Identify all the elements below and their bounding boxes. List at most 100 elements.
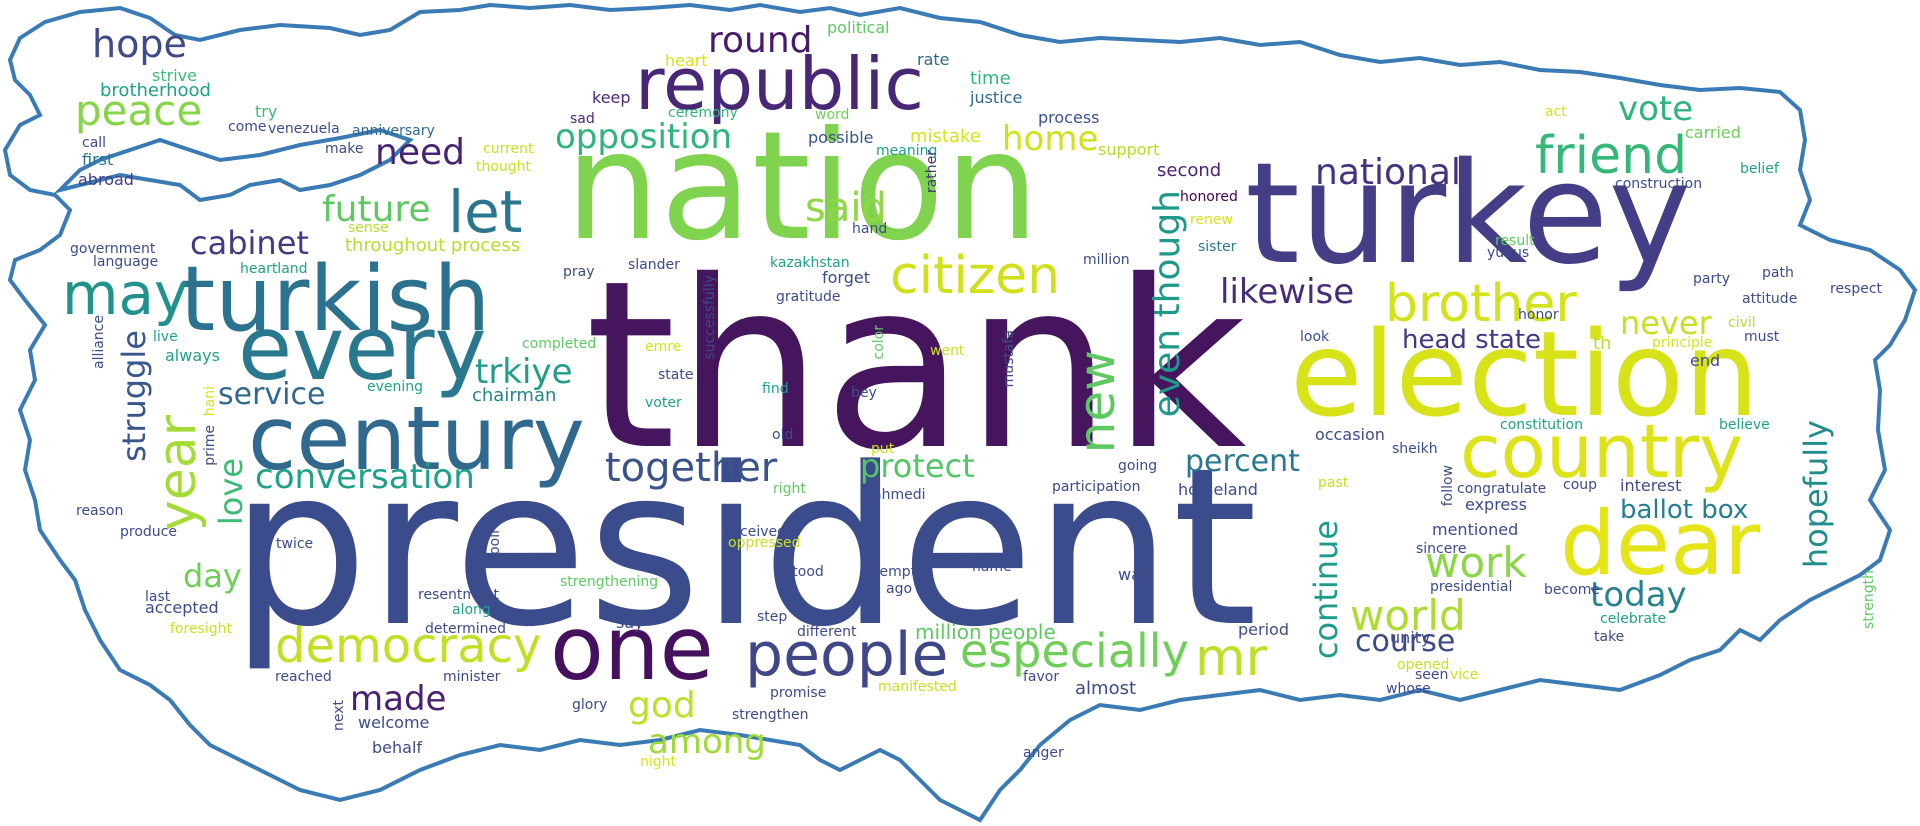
word-first: first xyxy=(82,150,114,169)
word-slander: slander xyxy=(628,257,680,273)
word-produce: produce xyxy=(120,524,177,540)
word-one: one xyxy=(550,597,714,700)
word-way: way xyxy=(1118,565,1151,584)
word-brother: brother xyxy=(1385,274,1577,334)
word-anger: anger xyxy=(1023,745,1064,761)
word-hand: hand xyxy=(852,221,888,237)
word-justice: justice xyxy=(970,88,1023,107)
word-resentment: resentment xyxy=(418,587,499,603)
word-ahmedi: ahmedi xyxy=(873,487,926,503)
word-chairman: chairman xyxy=(472,385,557,406)
word-sincere: sincere xyxy=(1416,541,1467,557)
word-whose: whose xyxy=(1386,681,1431,697)
word-try: try xyxy=(255,102,278,121)
word-stood: stood xyxy=(785,564,824,580)
word-kazakhstan: kazakhstan xyxy=(770,255,850,271)
word-may: may xyxy=(62,260,189,328)
word-turkish: turkish xyxy=(180,247,491,352)
word-right: right xyxy=(773,481,806,497)
word-take: take xyxy=(1594,629,1625,645)
word-must: must xyxy=(1744,329,1780,345)
word-respect: respect xyxy=(1830,281,1883,297)
word-follow: follow xyxy=(1440,465,1456,507)
word-republic: republic xyxy=(635,42,924,126)
word-emre: emre xyxy=(645,339,682,355)
word-let: let xyxy=(448,178,523,246)
word-country: country xyxy=(1460,409,1743,495)
word-look: look xyxy=(1300,329,1330,345)
word-last: last xyxy=(145,589,171,605)
word-mistake: mistake xyxy=(910,126,981,147)
word-honor: honor xyxy=(1518,307,1559,323)
word-seen: seen xyxy=(1415,667,1449,683)
word-different: different xyxy=(797,624,857,640)
word-past: past xyxy=(1318,475,1349,491)
word-strengthen: strengthen xyxy=(732,707,809,723)
word-home: home xyxy=(1002,119,1099,159)
word-language: language xyxy=(93,254,159,270)
word-work: work xyxy=(1425,538,1527,587)
word-anniversary: anniversary xyxy=(352,123,435,139)
word-love: love xyxy=(212,458,250,526)
word-pray: pray xyxy=(563,264,595,280)
word-word: word xyxy=(815,107,850,123)
word-turkey: turkey xyxy=(1245,133,1692,296)
word-accepted: accepted xyxy=(145,598,219,617)
word-voter: voter xyxy=(645,395,682,411)
word-attempt: attempt xyxy=(860,564,917,580)
word-day: day xyxy=(183,557,242,595)
word-especially: especially xyxy=(960,624,1189,678)
word-god: god xyxy=(628,685,696,726)
word-foresight: foresight xyxy=(170,621,232,637)
word-million: million xyxy=(1083,252,1130,268)
word-next: next xyxy=(331,700,347,732)
word-rate: rate xyxy=(917,50,950,69)
word-support: support xyxy=(1098,140,1160,159)
word-yunus: yunus xyxy=(1487,245,1530,261)
word-peace: peace xyxy=(75,86,203,135)
word-thank: thank xyxy=(585,231,1247,501)
word-alliance: alliance xyxy=(91,315,107,370)
word-going: going xyxy=(1118,458,1158,474)
word-night: night xyxy=(640,754,677,770)
word-old: old xyxy=(772,427,794,443)
word-state: state xyxy=(658,367,694,383)
word-abroad: abroad xyxy=(78,170,134,189)
word-among: among xyxy=(648,722,766,762)
word-ballot-box: ballot box xyxy=(1620,495,1749,525)
word-prime: prime xyxy=(202,425,218,466)
word-century: century xyxy=(248,387,585,490)
word-every: every xyxy=(238,297,487,400)
word-welcome: welcome xyxy=(358,713,430,732)
word-opposition: opposition xyxy=(555,117,733,157)
word-civil: civil xyxy=(1728,315,1756,331)
word-continue: continue xyxy=(1307,520,1345,660)
word-hope: hope xyxy=(92,22,187,66)
word-th: th xyxy=(1593,333,1612,354)
word-behalf: behalf xyxy=(372,738,423,757)
word-name: name xyxy=(972,559,1012,575)
word-current: current xyxy=(483,141,534,157)
word-glory: glory xyxy=(572,697,608,713)
word-even-though: even though xyxy=(1147,190,1188,418)
word-step: step xyxy=(757,609,788,625)
word-today: today xyxy=(1590,575,1687,615)
word-strength: strength xyxy=(1861,570,1877,629)
word-always: always xyxy=(165,346,220,365)
word-process: process xyxy=(1038,108,1100,127)
word-service: service xyxy=(218,377,326,412)
word-course: course xyxy=(1355,624,1456,659)
word-party: party xyxy=(1693,271,1730,287)
word-express: express xyxy=(1465,495,1527,514)
word-election: election xyxy=(1290,305,1759,443)
word-said: said xyxy=(805,185,887,231)
word-people: people xyxy=(745,620,949,690)
word-call: call xyxy=(82,135,107,151)
word-vote: vote xyxy=(1618,89,1694,129)
word-mentioned: mentioned xyxy=(1432,520,1519,539)
word-sister: sister xyxy=(1198,239,1237,255)
word-become: become xyxy=(1544,582,1601,598)
word-meaning: meaning xyxy=(876,143,938,159)
word-went: went xyxy=(930,343,965,359)
word-received: received xyxy=(726,524,787,540)
